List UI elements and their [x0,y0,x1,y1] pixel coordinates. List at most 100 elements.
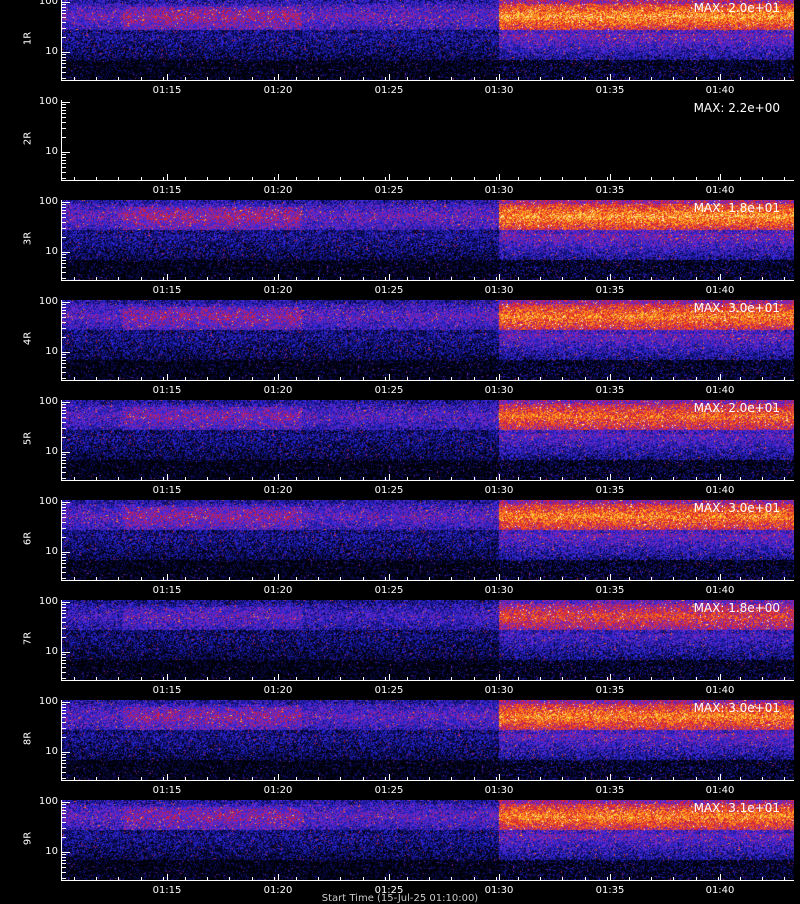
axis-line [229,277,230,280]
axis-line [740,477,741,480]
axis-line [62,371,66,373]
axis-line [673,777,674,780]
axis-line [62,102,70,103]
axis-line [696,877,697,880]
axis-line [62,78,66,80]
axis-line [62,204,66,206]
axis-line [474,877,475,880]
axis-line [62,109,66,111]
axis-line [62,4,66,6]
axis-line [562,177,563,180]
axis-line [74,777,75,780]
axis-line [740,577,741,580]
axis-line [74,577,75,580]
axis-line [696,777,697,780]
axis-line [62,821,66,823]
axis-line [62,609,66,611]
axis-line [499,374,500,380]
axis-line [496,677,497,680]
axis-line [407,377,408,380]
axis-line [62,128,66,130]
axis-line [207,577,208,580]
axis-line [496,877,497,880]
axis-line [607,677,608,680]
axis-line [296,777,297,780]
axis-line [62,536,66,538]
axis-line [673,277,674,280]
axis-line [229,77,230,80]
axis-line [62,471,66,473]
axis-line [62,771,66,773]
axis-line [62,302,70,303]
axis-line [118,777,119,780]
axis-line [585,677,586,680]
axis-line [252,177,253,180]
axis-line [62,502,70,503]
axis-line [784,677,785,680]
axis-line [296,177,297,180]
axis-line [118,77,119,80]
axis-line [673,377,674,380]
max-value-label: MAX: 1.8e+00 [693,601,780,615]
axis-line [562,577,563,580]
axis-line [720,874,721,880]
axis-line [62,463,66,465]
axis-line [118,677,119,680]
axis-line [62,656,66,658]
axis-line [185,677,186,680]
axis-line [407,877,408,880]
axis-line [62,206,66,208]
axis-line [163,677,164,680]
axis-line [718,477,719,480]
x-tick-label: 01:40 [705,585,735,596]
axis-line [496,577,497,580]
axis-line [629,77,630,80]
axis-line [62,59,66,61]
axis-line [163,577,164,580]
axis-line [278,474,279,480]
axis-line [651,577,652,580]
axis-line [62,2,70,3]
axis-line [296,277,297,280]
axis-line [562,777,563,780]
axis-line [74,877,75,880]
axis-line [363,877,364,880]
axis-line [389,574,390,580]
axis-line [62,867,66,869]
axis-line [540,177,541,180]
x-tick-label: 01:40 [705,285,735,296]
axis-line [651,477,652,480]
axis-line [740,177,741,180]
axis-line [474,777,475,780]
x-tick-label: 01:30 [484,785,514,796]
axis-line [720,474,721,480]
axis-line [62,209,66,211]
x-tick-label: 01:15 [152,385,182,396]
axis-line [62,409,66,411]
axis-line [784,577,785,580]
axis-line [62,278,66,280]
axis-line [163,277,164,280]
x-tick-label: 01:35 [595,585,625,596]
axis-line [607,777,608,780]
axis-line [252,577,253,580]
y-tick-label: 10 [45,246,58,257]
axis-line [141,277,142,280]
axis-line [62,213,66,215]
axis-line [363,677,364,680]
axis-line [278,174,279,180]
axis-line [720,574,721,580]
axis-line [62,154,66,156]
y-tick-label: 10 [45,346,58,357]
axis-line [296,77,297,80]
spectrogram-plot [62,400,794,480]
axis-line [407,777,408,780]
axis-line [61,580,794,581]
axis-line [62,28,66,30]
axis-line [496,177,497,180]
axis-line [274,877,275,880]
axis-line [518,677,519,680]
axis-line [740,277,741,280]
axis-line [607,77,608,80]
